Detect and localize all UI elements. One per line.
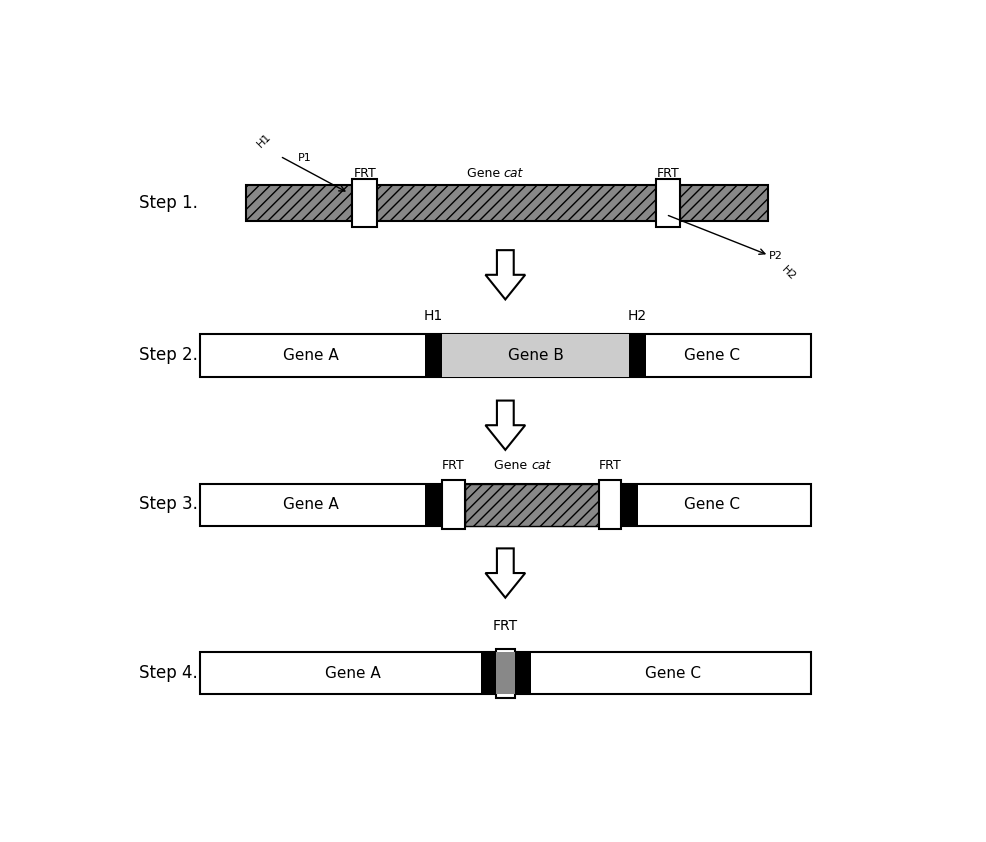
Text: P2: P2 — [769, 252, 783, 262]
Bar — [377, 185, 656, 221]
Bar — [425, 483, 442, 525]
Bar — [442, 480, 464, 529]
Text: Step 4.: Step 4. — [138, 663, 197, 682]
Bar — [680, 185, 768, 221]
Polygon shape — [485, 250, 526, 300]
Bar — [464, 483, 599, 525]
Text: Gene C: Gene C — [646, 666, 701, 680]
Text: Gene: Gene — [494, 459, 531, 472]
Text: Gene: Gene — [466, 168, 504, 180]
Text: Gene C: Gene C — [683, 497, 740, 512]
Bar — [496, 649, 516, 697]
Text: FRT: FRT — [657, 168, 679, 180]
Polygon shape — [485, 548, 526, 598]
Bar — [656, 179, 680, 227]
Text: cat: cat — [531, 459, 551, 472]
Bar — [516, 652, 530, 695]
Bar — [442, 334, 629, 376]
Text: Step 1.: Step 1. — [138, 194, 197, 212]
Bar — [481, 652, 496, 695]
Bar — [199, 652, 811, 695]
Bar — [199, 334, 811, 376]
Text: FRT: FRT — [353, 168, 376, 180]
Text: H1: H1 — [255, 131, 273, 149]
Text: FRT: FRT — [493, 619, 518, 632]
Text: Gene C: Gene C — [683, 348, 740, 363]
Text: FRT: FRT — [442, 459, 464, 472]
Text: H1: H1 — [424, 309, 443, 322]
Text: P1: P1 — [298, 152, 312, 163]
Text: cat: cat — [504, 168, 524, 180]
Text: FRT: FRT — [599, 459, 621, 472]
Bar — [353, 179, 377, 227]
Text: H2: H2 — [628, 309, 647, 322]
Text: Gene B: Gene B — [508, 348, 563, 363]
Text: Gene A: Gene A — [283, 348, 338, 363]
Text: H2: H2 — [779, 264, 797, 282]
Polygon shape — [485, 401, 526, 450]
Text: Gene A: Gene A — [324, 666, 381, 680]
Bar — [199, 483, 811, 525]
Bar — [425, 334, 442, 376]
Text: Gene A: Gene A — [283, 497, 338, 512]
Text: Step 2.: Step 2. — [138, 346, 197, 365]
Bar — [496, 652, 516, 695]
Bar — [621, 483, 638, 525]
Bar — [246, 185, 353, 221]
Bar — [599, 480, 621, 529]
Bar — [629, 334, 646, 376]
Text: Step 3.: Step 3. — [138, 495, 197, 514]
